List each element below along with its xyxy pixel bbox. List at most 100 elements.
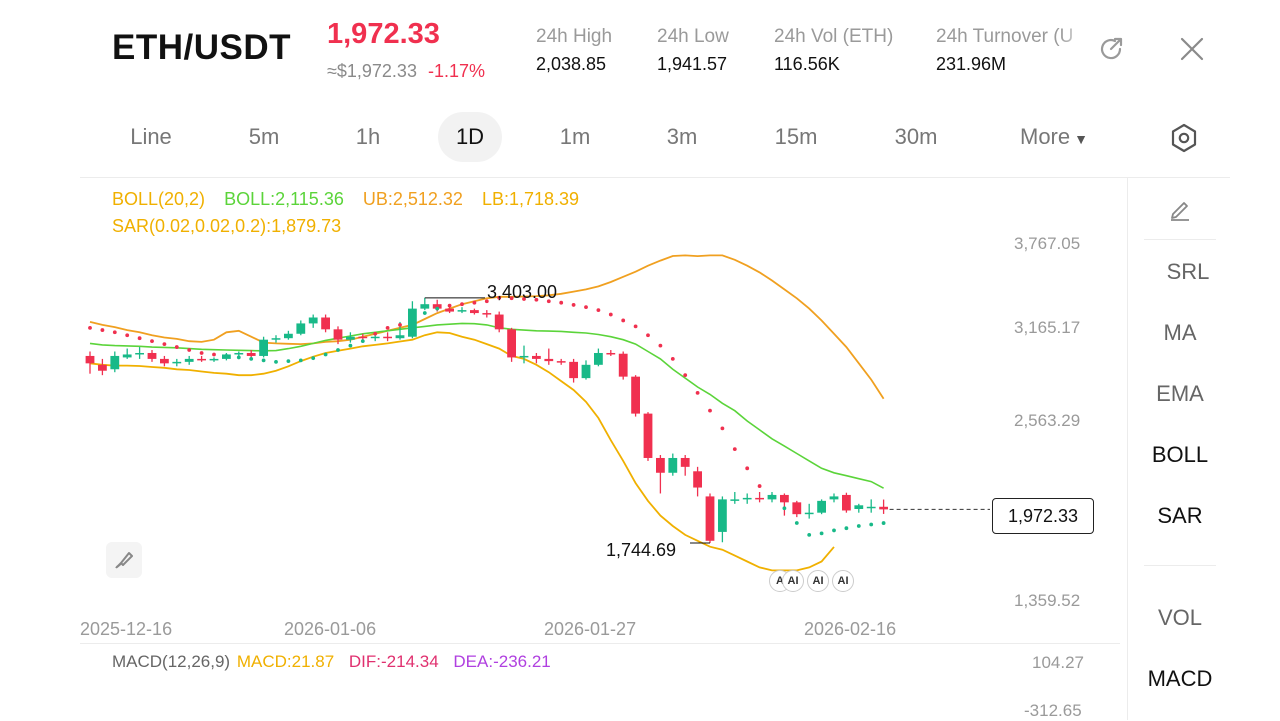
boll-middle-band [89,322,884,489]
sar-dot [646,333,650,338]
caret-down-icon: ▼ [1074,131,1088,147]
sidebar-item-macd[interactable]: MACD [1147,666,1213,691]
sar-dot [782,506,787,511]
sar-dot [212,352,216,357]
candle [755,497,764,500]
sidebar-item-ema[interactable]: EMA [1156,381,1204,406]
boll-ub: UB:2,512.32 [362,189,463,209]
candle [296,323,306,334]
candle [445,308,454,312]
candle [854,505,864,509]
sar-dot [633,324,638,329]
sar-dot [162,342,167,347]
candle [569,361,578,379]
candle [160,358,169,364]
sidebar-item-sar[interactable]: SAR [1157,503,1203,528]
tab-more-label: More [1020,124,1071,149]
sar-dot [112,330,117,335]
sar-dot [794,521,799,525]
candle [234,352,244,355]
sar-dot [236,355,241,360]
tab-3m[interactable]: 3m [666,124,698,149]
sar-dot [137,336,142,341]
tab-1h[interactable]: 1h [355,124,381,149]
sidebar-item-boll[interactable]: BOLL [1151,442,1209,467]
candle [470,310,479,314]
sar-dot [125,333,130,338]
candle [246,352,256,356]
sar-dot [460,302,464,307]
tab-more[interactable]: More ▼ [1006,112,1102,162]
sidebar-item-ma[interactable]: MA [1163,320,1197,345]
candle [656,457,665,473]
sidebar-item-vol[interactable]: VOL [1157,605,1203,630]
usd-price-row: ≈$1,972.33 -1.17% [327,61,485,82]
sar-dot [732,447,737,452]
sar-dot [658,343,663,348]
usd-price: ≈$1,972.33 [327,61,417,81]
sar-dot [881,521,886,525]
boll-lower-band [89,331,835,572]
boll-lb: LB:1,718.39 [481,189,580,209]
candle [804,512,814,515]
sar-dot [261,358,266,363]
close-button[interactable] [1176,33,1208,65]
tab-1m[interactable]: 1m [559,124,591,149]
sar-dot [447,303,452,308]
candle [556,361,566,363]
candlestick-chart[interactable] [0,0,1130,645]
sar-dot [807,532,812,537]
stat-value: 2,038.85 [536,54,607,74]
tab-line[interactable]: Line [130,124,172,149]
boll-legend: BOLL(20,2) BOLL:2,115.36 UB:2,512.32 LB:… [112,189,579,210]
candle [594,352,603,365]
candle [519,355,529,358]
candle [308,317,318,324]
candle [346,336,355,340]
chart-settings-button[interactable] [1166,120,1202,156]
overflow-fade [1060,20,1090,80]
sidebar-item-srl[interactable]: SRL [1166,259,1210,284]
sar-dot [745,466,750,471]
sar-dot [410,317,415,321]
sar-dot [187,348,192,352]
sar-dot [770,494,774,499]
tab-1d[interactable]: 1D [438,112,502,162]
ai-badge[interactable]: AI [782,570,804,592]
tab-5m[interactable]: 5m [248,124,280,149]
candle [494,314,504,330]
hexagon-settings-icon [1171,123,1197,153]
ai-badge[interactable]: AI [832,570,854,592]
candle [631,376,640,414]
sar-dot [435,306,440,311]
y-label: 3,165.17 [1014,318,1081,337]
candle [829,496,839,500]
candle [581,364,591,379]
macd-dea: DEA:-236.21 [453,652,551,671]
candle [122,354,132,358]
sar-dot [286,359,291,364]
candle [135,352,144,355]
sar-dot [385,325,390,330]
drawing-tool-button[interactable] [106,542,142,578]
candle [507,329,516,358]
tab-30m[interactable]: 30m [894,124,938,149]
ai-badge[interactable]: AI [807,570,829,592]
candle [197,358,206,361]
sidebar-divider [1127,178,1128,720]
edit-indicators-button[interactable] [1160,192,1200,226]
candle [780,494,789,503]
tab-15m[interactable]: 15m [774,124,818,149]
candle [693,471,702,488]
candle [668,457,678,473]
sar-dot [398,322,402,327]
sar-dot [311,356,316,361]
last-price-tag: 1,972.33 [992,498,1094,534]
candle [110,355,120,370]
candle [383,336,392,339]
share-button[interactable] [1096,33,1128,65]
y-label: 2,563.29 [1014,411,1081,430]
candle [606,352,616,355]
high-marker-label: 3,403.00 [487,282,558,302]
candle [147,352,157,359]
